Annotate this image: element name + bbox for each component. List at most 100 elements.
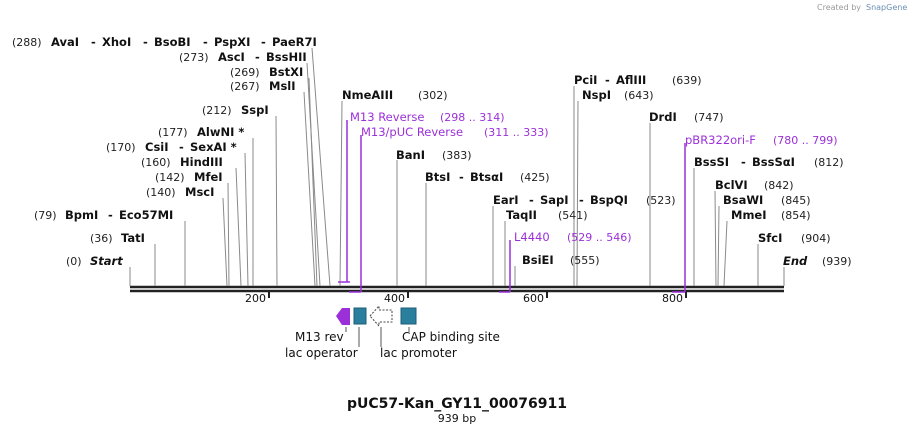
enzyme-drdi: DrdI: [649, 110, 677, 124]
label-row-msci: (140) MscI: [146, 181, 214, 200]
primer-pbr322ori-f: pBR322ori-F (780 .. 799): [685, 129, 838, 148]
feature-label-m13-rev: M13 rev: [295, 330, 344, 344]
enzyme-bspqi: BspQI: [590, 193, 628, 207]
axis-tick-label: 200: [245, 292, 266, 305]
enzyme-bclvi: BclVI: [715, 178, 748, 192]
site-position: (904): [801, 232, 831, 245]
cut-line-mmei: [723, 220, 728, 287]
label-paer7i-group: (288) AvaI - XhoI - BsoBI - PspXI - PaeR…: [12, 31, 317, 50]
cut-site-lines: [129, 47, 785, 287]
enzyme-bstxi: BstXI: [269, 65, 303, 79]
enzyme-bsobi: BsoBI: [154, 35, 191, 49]
label-row-eco57mi: (79) BpmI - Eco57MI: [34, 204, 173, 223]
site-position: (541): [558, 209, 588, 222]
site-position: (639): [672, 74, 702, 87]
enzyme-avai: AvaI: [51, 35, 79, 49]
enzyme-asci: AscI: [218, 50, 245, 64]
primer-name: M13 Reverse: [350, 110, 424, 124]
primer-name: M13/pUC Reverse: [361, 125, 463, 139]
primer-line-pbr322ori: [672, 143, 686, 293]
site-position: (288): [12, 36, 42, 49]
site-position: (383): [442, 149, 472, 162]
label-row-sspi: (212) SspI: [202, 99, 269, 118]
enzyme-msci: MscI: [185, 185, 214, 199]
sep: -: [179, 140, 184, 154]
label-row-tati: (36) TatI: [90, 227, 145, 246]
enzyme-bsshii: BssHII: [266, 50, 307, 64]
enzyme-paer7i: PaeR7I: [272, 35, 317, 49]
site-position: (643): [624, 89, 654, 102]
axis-tick-label: 600: [523, 292, 544, 305]
plasmid-title: pUC57-Kan_GY11_00076911: [347, 396, 567, 412]
cut-line-bsawi: [717, 205, 720, 287]
label-row-bspqi: EarI - SapI - BspQI (523): [493, 189, 676, 208]
site-position: (939): [822, 255, 852, 268]
cap-binding-site-box: [400, 307, 417, 325]
enzyme-hindiii: HindIII: [180, 155, 223, 169]
label-row-bsawi: BsaWI (845): [723, 189, 811, 208]
primer-lines: [338, 120, 686, 293]
label-row-hindiii: (160) HindIII: [141, 151, 223, 170]
credit-text: Created by: [817, 3, 861, 12]
site-position: (140): [146, 186, 176, 199]
cut-line-sspi: [275, 115, 278, 287]
enzyme-bpmi: BpmI: [65, 208, 98, 222]
enzyme-bsawi: BsaWI: [723, 193, 763, 207]
primer-l4440: L4440 (529 .. 546): [514, 226, 632, 245]
sep: -: [261, 35, 266, 49]
sep: -: [605, 73, 610, 87]
label-row-sexai: (170) CsiI - SexAI *: [106, 136, 237, 155]
sep: -: [143, 35, 148, 49]
enzyme-msli: MslI: [269, 79, 296, 93]
cut-line-hindiii: [235, 167, 242, 287]
sep: -: [529, 193, 534, 207]
axis-tick-label: 800: [662, 292, 683, 305]
primer-range: (529 .. 546): [567, 231, 632, 244]
enzyme-sspi: SspI: [241, 103, 269, 117]
site-position: (177): [158, 126, 188, 139]
enzyme-sapi: SapI: [540, 193, 569, 207]
site-position: (812): [814, 156, 844, 169]
label-row-paer7i: (288) AvaI - XhoI - BsoBI - PspXI - PaeR…: [12, 31, 317, 50]
label-row-drdi: DrdI (747): [649, 106, 724, 125]
label-row-start: (0) Start: [66, 250, 123, 269]
axis-tick-label: 400: [384, 292, 405, 305]
sep: -: [108, 208, 113, 222]
cut-line-bstxi: [308, 77, 318, 287]
feature-label-lac-promoter: lac promoter: [380, 346, 457, 360]
label-row-bani: BanI (383): [396, 144, 472, 163]
primer-m13puc-reverse: M13/pUC Reverse (311 .. 333): [361, 121, 549, 140]
enzyme-csii: CsiI: [145, 140, 169, 154]
label-row-bsshii: (273) AscI - BssHII: [179, 46, 307, 65]
enzyme-eari: EarI: [493, 193, 519, 207]
label-row-msli: (267) MslI: [230, 75, 296, 94]
start-label: Start: [90, 254, 123, 268]
label-row-sfci: SfcI (904): [758, 227, 831, 246]
enzyme-bani: BanI: [396, 148, 425, 162]
enzyme-pcii: PciI: [574, 73, 597, 87]
enzyme-alwni: AlwNI *: [197, 125, 244, 139]
enzyme-tati: TatI: [121, 231, 145, 245]
enzyme-afliii: AflIII: [616, 73, 646, 87]
sep: -: [579, 193, 584, 207]
primer-range: (298 .. 314): [440, 111, 505, 124]
lac-operator-box: [353, 307, 367, 325]
cut-line-bsshii: [306, 62, 321, 287]
label-row-mmei: MmeI (854): [731, 204, 811, 223]
enzyme-pspxi: PspXI: [214, 35, 250, 49]
axis-ticks: 200 400 600 800: [245, 291, 687, 305]
cut-line-bclvi: [714, 190, 717, 287]
enzyme-btsi: BtsI: [425, 170, 450, 184]
site-position: (302): [418, 89, 448, 102]
cut-line-mfei: [227, 182, 230, 287]
m13-rev-arrow-icon: [336, 308, 350, 325]
site-position: (747): [694, 111, 724, 124]
primer-range: (780 .. 799): [773, 134, 838, 147]
enzyme-sfci: SfcI: [758, 231, 782, 245]
site-position: (79): [34, 209, 57, 222]
primer-line-l4440: [499, 240, 511, 293]
primer-line-m13puc-reverse: [349, 135, 362, 293]
label-row-nspi: NspI (643): [582, 84, 654, 103]
site-position: (425): [520, 171, 550, 184]
site-position: (269): [230, 66, 260, 79]
